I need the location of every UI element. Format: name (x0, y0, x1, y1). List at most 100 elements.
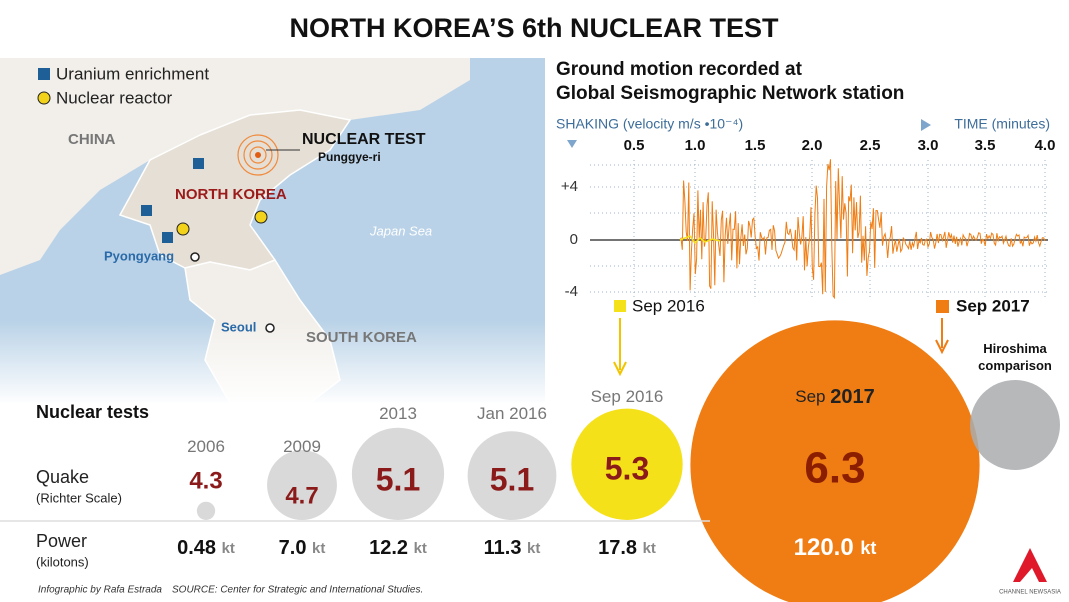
map-label: Seoul (221, 319, 256, 334)
row-label: Quake (36, 467, 89, 487)
waveform (679, 159, 1046, 300)
power-number: 7.0 (279, 537, 307, 559)
legend-reactor (37, 91, 51, 105)
date-bold: 2017 (830, 386, 875, 408)
reactor-site (254, 210, 268, 224)
map (0, 58, 545, 403)
test-date: 2006 (187, 437, 225, 456)
power-bubble (351, 427, 445, 520)
uranium-site (193, 158, 204, 169)
power-value: 0.48 kt (177, 537, 235, 559)
date-text: 2013 (379, 404, 417, 423)
x-tick-label: 2.0 (802, 137, 823, 154)
power-number: 11.3 (484, 537, 522, 559)
quake-value: 5.1 (490, 461, 534, 497)
x-tick-label: 3.0 (918, 137, 939, 154)
quake-value: 5.1 (376, 461, 420, 497)
map-label: NUCLEAR TEST (302, 131, 426, 148)
arrow-2017 (935, 318, 949, 355)
map-label: CHINA (68, 131, 116, 148)
power-unit: kt (222, 540, 235, 557)
row-label: Power (36, 531, 87, 551)
seismo-title: Ground motion recorded at (556, 59, 803, 80)
legend-text: Uranium enrichment (56, 64, 209, 83)
power-unit: kt (527, 540, 540, 557)
test-date: Jan 2016 (477, 404, 547, 423)
test-site (237, 134, 300, 176)
power-bubble (196, 501, 216, 520)
map-label: Pyongyang (104, 248, 174, 263)
power-bubble (690, 320, 980, 602)
map-fade (0, 320, 545, 403)
quake-value: 6.3 (804, 444, 865, 493)
test-date: 2013 (379, 404, 417, 423)
logo-text: CHANNEL NEWSASIA (999, 590, 1061, 596)
legend-square (38, 68, 50, 80)
power-number: 120.0 (794, 534, 854, 561)
axis-arrow (567, 140, 577, 148)
x-tick-label: 2.5 (860, 137, 881, 154)
source: SOURCE: Center for Strategic and Interna… (172, 585, 423, 596)
power-number: 17.8 (598, 537, 637, 559)
power-bubble (267, 450, 337, 520)
map-label: Punggye-ri (318, 150, 381, 164)
power-value: 17.8 kt (598, 537, 656, 559)
x-tick-label: 1.5 (745, 137, 766, 154)
credit: Infographic by Rafa Estrada (38, 585, 162, 596)
marker-2016 (614, 300, 626, 312)
power-unit: kt (414, 540, 427, 557)
x-tick-label: 0.5 (624, 137, 645, 154)
china-land (0, 58, 470, 275)
power-unit: kt (643, 540, 656, 557)
uranium-site (141, 205, 152, 216)
test-date: 2009 (283, 437, 321, 456)
power-value: 12.2 kt (369, 537, 427, 559)
hiroshima-wrap: Hiroshima comparison (978, 341, 1052, 373)
marker-label: Sep 2016 (632, 296, 705, 315)
bubbles: 2006 4.3 0.48 kt 2009 4.7 7.0 kt 2013 5.1 12.2 k… (177, 320, 980, 602)
y-tick-label: +4 (561, 178, 578, 195)
quake-value: 4.7 (285, 482, 318, 509)
power-value: 7.0 kt (279, 537, 326, 559)
logo (1013, 548, 1047, 582)
test-date: Sep 2016 (591, 387, 664, 406)
x-axis-label: TIME (minutes) (954, 116, 1050, 132)
power-value: 120.0 kt (794, 534, 877, 561)
map-label: SOUTH KOREA (306, 329, 417, 346)
date-text: 2009 (283, 437, 321, 456)
hiroshima-label: Hiroshima comparison (978, 341, 1052, 373)
arrow-2016 (613, 318, 627, 377)
date-text: Sep 2016 (591, 387, 664, 406)
row-unit: (Richter Scale) (36, 490, 122, 505)
x-tick-label: 4.0 (1035, 137, 1056, 154)
power-bubble (571, 408, 683, 520)
power-bubble (467, 431, 557, 520)
date-text: Sep (795, 387, 825, 406)
test-date: Sep 2017 (795, 386, 874, 408)
seismo-title: Global Seismographic Network station (556, 83, 904, 104)
x-tick-label: 3.5 (975, 137, 996, 154)
title: NORTH KOREA’S 6th NUCLEAR TEST (289, 13, 779, 43)
y-tick-label: -4 (565, 283, 578, 300)
y-tick-label: 0 (570, 231, 578, 248)
power-number: 0.48 (177, 537, 216, 559)
axis-arrow (921, 119, 931, 131)
city-dot (190, 252, 200, 262)
hiroshima-bubble (970, 380, 1060, 470)
map-label: Japan Sea (369, 223, 432, 238)
quake-value: 5.3 (605, 450, 649, 486)
legend-text: Nuclear reactor (56, 88, 173, 107)
power-number: 12.2 (369, 537, 408, 559)
row-unit: (kilotons) (36, 554, 89, 569)
y-axis-label: SHAKING (velocity m/s •10⁻⁴) (556, 116, 743, 132)
uranium-site (162, 232, 173, 243)
marker-2017 (936, 300, 949, 313)
waveform-2016 (679, 235, 721, 245)
power-unit: kt (860, 538, 876, 558)
power-value: 11.3 kt (484, 537, 541, 559)
seismograph: 0.5 1.0 1.5 2.0 2.5 3.0 3.5 4.0 +4 0 -4 Sep 2016 Sep… (561, 137, 1056, 377)
section-heading: Nuclear tests (36, 402, 149, 422)
quake-value: 4.3 (189, 467, 222, 494)
map-label: NORTH KOREA (175, 186, 287, 203)
